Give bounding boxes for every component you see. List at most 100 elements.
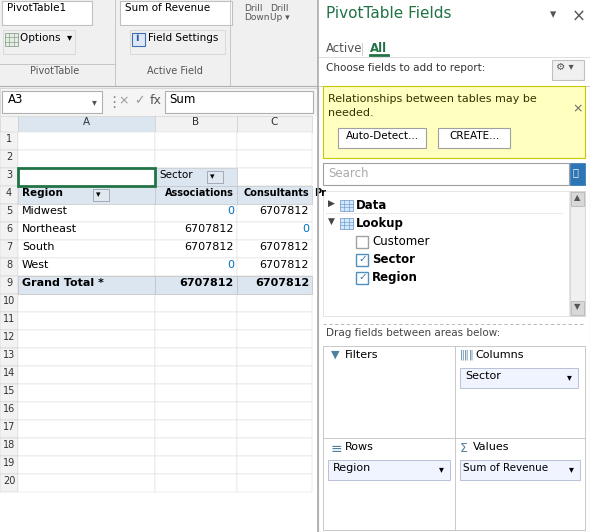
Bar <box>318 0 590 88</box>
Bar <box>0 294 18 312</box>
Bar <box>571 192 584 206</box>
Text: Sum: Sum <box>169 93 195 106</box>
Bar <box>0 420 18 438</box>
Bar <box>2 1 92 25</box>
Text: Drill: Drill <box>244 4 263 13</box>
Text: 6707812: 6707812 <box>185 224 234 234</box>
Bar <box>0 88 590 116</box>
Bar <box>18 420 155 438</box>
Bar <box>237 456 312 474</box>
Bar <box>155 348 237 366</box>
Text: Columns: Columns <box>475 350 523 360</box>
Text: Auto-Detect...: Auto-Detect... <box>345 131 418 141</box>
Text: Down: Down <box>244 13 270 22</box>
Bar <box>155 186 237 204</box>
Bar <box>18 168 155 186</box>
Bar <box>3 30 75 54</box>
Text: ▾: ▾ <box>210 172 215 181</box>
Bar <box>552 60 584 80</box>
Bar <box>237 276 312 294</box>
Bar <box>155 456 237 474</box>
Text: needed.: needed. <box>328 108 373 118</box>
Text: 6707812: 6707812 <box>180 278 234 288</box>
Text: Data: Data <box>356 199 388 212</box>
Text: Northeast: Northeast <box>22 224 77 234</box>
Bar <box>155 402 237 420</box>
Text: Sector: Sector <box>372 253 415 266</box>
Bar <box>338 128 426 148</box>
Bar <box>155 276 237 294</box>
Text: PivotTable1: PivotTable1 <box>7 3 66 13</box>
Bar <box>155 150 237 168</box>
Text: 17: 17 <box>3 422 15 432</box>
Bar <box>237 438 312 456</box>
Text: B: B <box>192 117 199 127</box>
Text: Grand Total *: Grand Total * <box>22 278 104 288</box>
Bar <box>0 240 18 258</box>
Bar <box>155 222 237 240</box>
Bar <box>18 240 155 258</box>
Bar <box>155 384 237 402</box>
Text: ▾: ▾ <box>569 464 574 474</box>
Text: 15: 15 <box>3 386 15 396</box>
Text: 6707812: 6707812 <box>185 242 234 252</box>
Bar <box>18 168 155 186</box>
Bar <box>5 33 18 46</box>
Text: Region: Region <box>333 463 371 473</box>
Bar <box>18 150 155 168</box>
Text: 6: 6 <box>6 224 12 234</box>
Bar <box>356 254 368 266</box>
Text: fx: fx <box>150 94 162 107</box>
Text: A: A <box>83 117 90 127</box>
Text: Drill: Drill <box>270 4 289 13</box>
Text: Sum of Revenue: Sum of Revenue <box>125 3 210 13</box>
Bar <box>438 128 510 148</box>
Bar <box>318 0 590 532</box>
Text: 9: 9 <box>6 278 12 288</box>
Bar <box>0 474 18 492</box>
Text: 6707812: 6707812 <box>255 278 309 288</box>
Bar <box>130 30 225 54</box>
Bar <box>18 456 155 474</box>
Bar <box>237 204 312 222</box>
Bar <box>328 460 450 480</box>
Text: ▼: ▼ <box>328 217 335 226</box>
Bar <box>18 204 155 222</box>
Bar <box>18 168 155 186</box>
Text: 4: 4 <box>6 188 12 198</box>
Bar <box>0 150 18 168</box>
Bar <box>18 474 155 492</box>
Bar <box>18 116 155 132</box>
Text: Search: Search <box>328 167 369 180</box>
Bar <box>18 294 155 312</box>
Bar <box>0 258 18 276</box>
Text: 14: 14 <box>3 368 15 378</box>
Text: ⋮: ⋮ <box>106 95 122 110</box>
Text: 8: 8 <box>6 260 12 270</box>
Text: Sector: Sector <box>465 371 501 381</box>
Bar <box>18 366 155 384</box>
Text: 16: 16 <box>3 404 15 414</box>
Text: ×: × <box>572 102 582 115</box>
Bar <box>340 218 353 229</box>
Bar <box>323 163 569 185</box>
Text: Choose fields to add to report:: Choose fields to add to report: <box>326 63 486 73</box>
Bar <box>237 222 312 240</box>
Bar <box>237 330 312 348</box>
Bar <box>0 116 320 532</box>
Bar <box>18 312 155 330</box>
Bar <box>0 64 320 88</box>
Bar <box>0 330 18 348</box>
Bar <box>18 348 155 366</box>
Bar <box>0 438 18 456</box>
Bar <box>155 240 237 258</box>
Bar <box>155 330 237 348</box>
Text: Drag fields between areas below:: Drag fields between areas below: <box>326 328 500 338</box>
Text: PivotTable: PivotTable <box>30 66 80 76</box>
Bar <box>18 258 155 276</box>
Text: Customer: Customer <box>372 235 430 248</box>
Bar <box>155 420 237 438</box>
Bar <box>0 0 320 88</box>
Text: Midwest: Midwest <box>22 206 68 216</box>
Bar <box>18 402 155 420</box>
